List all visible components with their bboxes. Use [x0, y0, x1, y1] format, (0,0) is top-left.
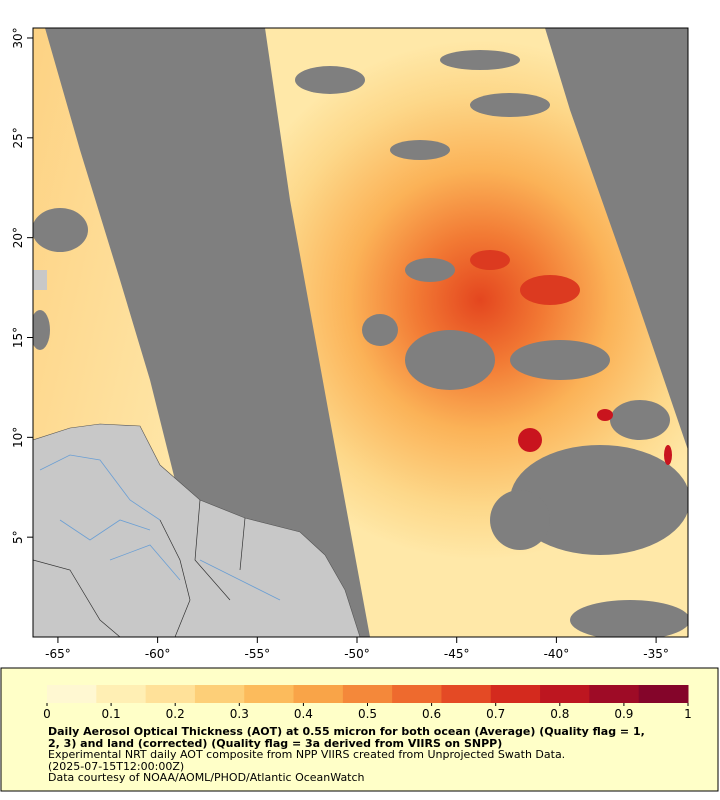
colorbar-cell [342, 685, 393, 703]
map-frame [32, 27, 689, 638]
caption-title: 2, 3) and land (corrected) (Quality flag… [48, 736, 503, 750]
caption: Daily Aerosol Optical Thickness (AOT) at… [48, 726, 688, 784]
x-tick-label: -45° [444, 647, 470, 661]
map-area [33, 28, 688, 637]
colorbar-tick-label: 0.4 [294, 707, 313, 721]
colorbar-tick-label: 0.1 [102, 707, 121, 721]
colorbar-cell [96, 685, 147, 703]
colorbar-tick-label: 0.7 [486, 707, 505, 721]
x-tick-label: -40° [544, 647, 570, 661]
borders [33, 499, 246, 637]
colorbar-cell [47, 685, 97, 703]
y-tick-label: 20° [11, 227, 25, 248]
x-tick-label: -50° [344, 647, 370, 661]
caption-title: Daily Aerosol Optical Thickness (AOT) at… [48, 725, 645, 738]
x-tick-label: -60° [145, 647, 171, 661]
x-tick-label: -65° [45, 647, 71, 661]
colorbar-tick-label: 0.3 [230, 707, 249, 721]
colorbar-cell [540, 685, 590, 703]
y-tick-label: 10° [11, 427, 25, 448]
colorbar-tick-label: 0 [43, 707, 51, 721]
colorbar-tick-label: 0.8 [550, 707, 569, 721]
colorbar-tick-label: 0.2 [166, 707, 185, 721]
colorbar-cell [589, 685, 640, 703]
colorbar-cell [194, 685, 245, 703]
colorbar-cell [293, 685, 344, 703]
colorbar-tick-label: 0.5 [358, 707, 377, 721]
caption-line: (2025-07-15T12:00:00Z) [48, 759, 185, 773]
colorbar-tick-label: 0.6 [422, 707, 441, 721]
cloud-gaps [33, 50, 688, 637]
x-tick-label: -35° [643, 647, 669, 661]
x-tick-label: -55° [245, 647, 271, 661]
colorbar-tick-label: 1 [684, 707, 692, 721]
caption-line: Experimental NRT daily AOT composite fro… [48, 748, 566, 761]
colorbar-cell [244, 685, 295, 703]
colorbar-cell [392, 685, 442, 703]
caption-line: Data courtesy of NOAA/AOML/PHOD/Atlantic… [48, 771, 365, 784]
high-aot [470, 250, 672, 465]
y-tick-label: 15° [11, 327, 25, 348]
colorbar-cell [145, 685, 196, 703]
colorbar-cell [490, 685, 541, 703]
colorbar-cell [441, 685, 492, 703]
y-tick-label: 25° [11, 127, 25, 148]
y-tick-label: 30° [11, 27, 25, 48]
colorbar-tick-label: 0.9 [614, 707, 633, 721]
land [33, 270, 47, 290]
y-tick-label: 5° [11, 530, 25, 544]
rivers [39, 454, 281, 601]
colorbar-cell [638, 685, 689, 703]
